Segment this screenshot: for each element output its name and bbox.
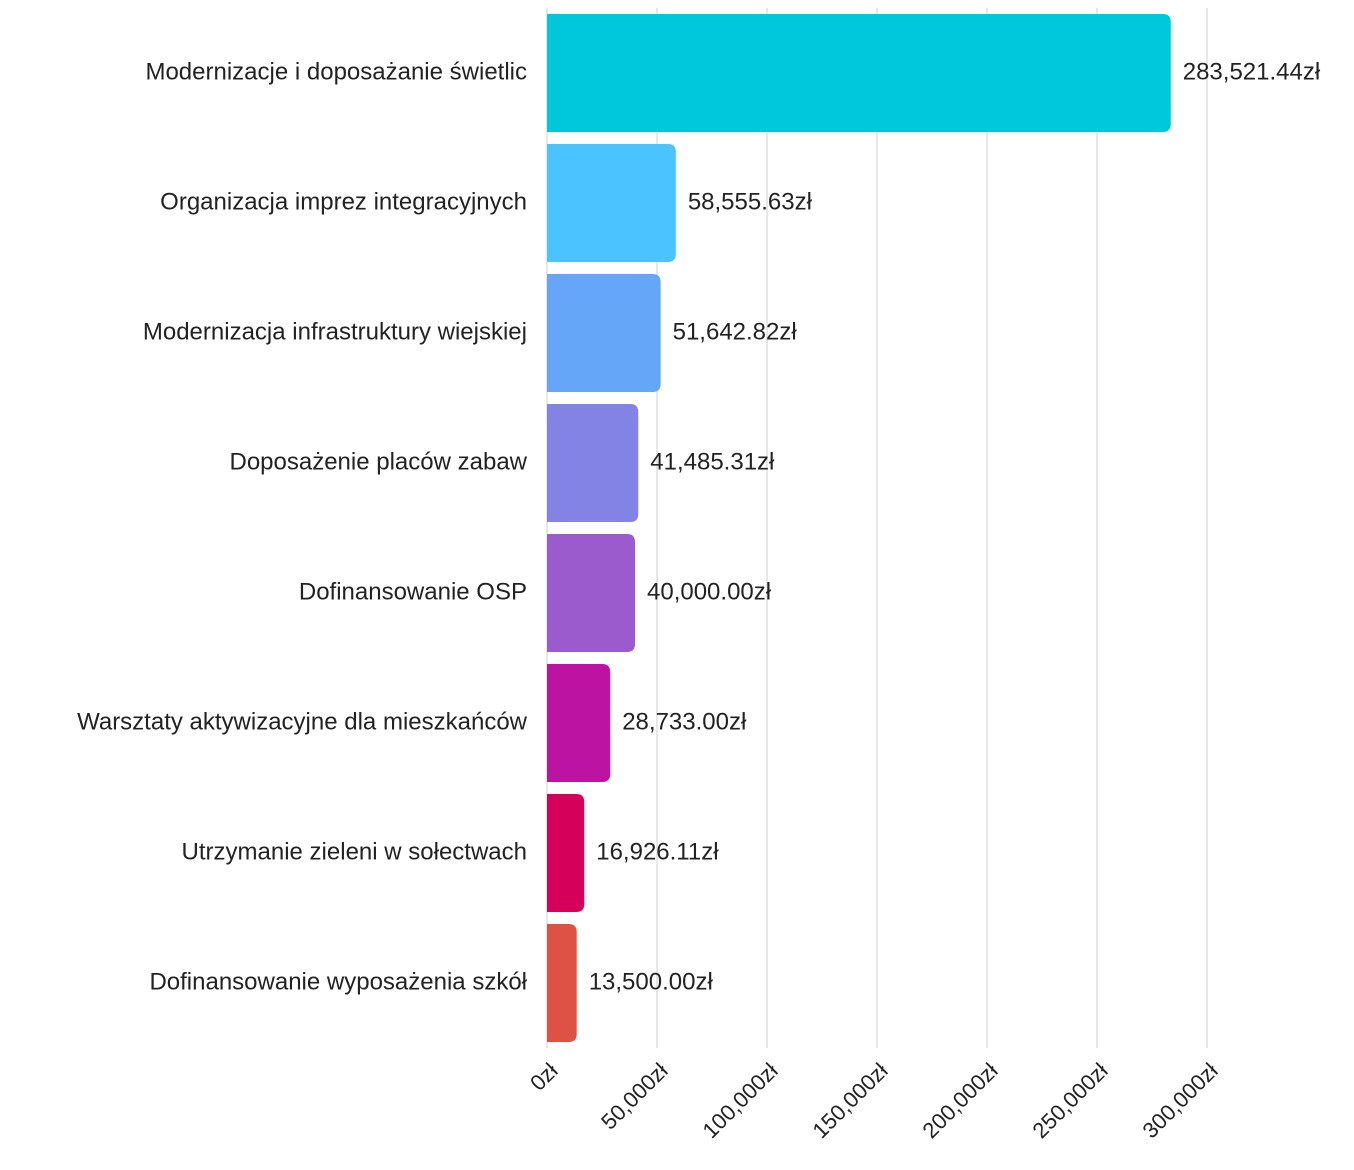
value-label: 28,733.00zł bbox=[622, 708, 747, 735]
bar bbox=[547, 794, 585, 912]
value-label: 40,000.00zł bbox=[647, 578, 772, 605]
value-label: 13,500.00zł bbox=[589, 968, 714, 995]
y-tick-label: Modernizacja infrastruktury wiejskiej bbox=[143, 318, 527, 345]
y-tick-label: Doposażenie placów zabaw bbox=[229, 448, 527, 475]
x-tick-label: 250,000zł bbox=[1027, 1058, 1112, 1143]
bar bbox=[547, 404, 639, 522]
y-tick-label: Utrzymanie zieleni w sołectwach bbox=[182, 838, 527, 865]
x-tick-label: 50,000zł bbox=[596, 1058, 673, 1135]
x-tick-label: 200,000zł bbox=[917, 1058, 1002, 1143]
y-tick-label: Dofinansowanie OSP bbox=[299, 578, 527, 605]
x-tick-label: 0zł bbox=[525, 1058, 563, 1096]
y-tick-label: Dofinansowanie wyposażenia szkół bbox=[149, 968, 527, 995]
bar bbox=[547, 274, 661, 392]
value-label: 16,926.11zł bbox=[596, 838, 719, 865]
x-tick-label: 100,000zł bbox=[697, 1058, 782, 1143]
value-label: 283,521.44zł bbox=[1183, 58, 1321, 85]
value-label: 41,485.31zł bbox=[650, 448, 775, 475]
bar bbox=[547, 664, 611, 782]
bar bbox=[547, 924, 577, 1042]
value-label: 58,555.63zł bbox=[688, 188, 813, 215]
bar bbox=[547, 144, 676, 262]
y-tick-label: Organizacja imprez integracyjnych bbox=[160, 188, 527, 215]
x-tick-label: 150,000zł bbox=[807, 1058, 892, 1143]
y-tick-label: Warsztaty aktywizacyjne dla mieszkańców bbox=[77, 708, 528, 735]
y-tick-label: Modernizacje i doposażanie świetlic bbox=[145, 58, 527, 85]
x-tick-label: 300,000zł bbox=[1137, 1058, 1222, 1143]
value-label: 51,642.82zł bbox=[673, 318, 798, 345]
bar bbox=[547, 14, 1171, 132]
bar bbox=[547, 534, 635, 652]
